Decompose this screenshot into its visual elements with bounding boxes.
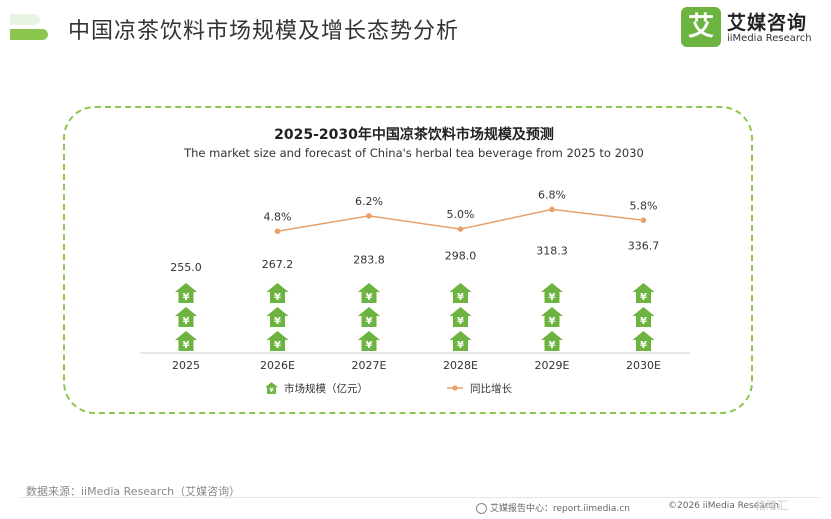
growth-point bbox=[274, 228, 281, 235]
chart-title: 2025-2030年中国凉茶饮料市场规模及预测 bbox=[274, 126, 554, 143]
bar-value-label: 336.7 bbox=[628, 239, 660, 252]
house-yuan-icon bbox=[632, 307, 655, 327]
house-yuan-icon bbox=[175, 331, 197, 351]
bar-2025: 255.0 bbox=[170, 261, 202, 351]
bar-value-label: 255.0 bbox=[170, 261, 202, 274]
growth-point bbox=[549, 206, 555, 213]
house-yuan-icon bbox=[449, 283, 472, 303]
bar-value-label: 298.0 bbox=[445, 250, 477, 263]
house-yuan-icon bbox=[175, 283, 197, 303]
watermark: 格隆汇 bbox=[755, 499, 788, 512]
growth-label: 5.8% bbox=[630, 199, 658, 212]
bar-2028E: 298.0 bbox=[445, 250, 477, 351]
house-yuan-icon bbox=[449, 331, 472, 351]
x-tick-label: 2030E bbox=[626, 359, 661, 372]
report-center-text: 艾媒报告中心：report.iimedia.cn bbox=[490, 504, 630, 514]
bars-layer: 255.0 267.2 283.8 298.0 318.3 336.7 bbox=[170, 239, 659, 351]
growth-point bbox=[640, 217, 647, 224]
growth-label: 6.2% bbox=[355, 195, 383, 208]
chart-subtitle: The market size and forecast of China's … bbox=[183, 146, 644, 160]
report-center-icon bbox=[476, 503, 487, 514]
bar-2026E: 267.2 bbox=[262, 258, 294, 351]
growth-label: 4.8% bbox=[264, 210, 292, 223]
bar-2030E: 336.7 bbox=[628, 239, 660, 351]
house-yuan-icon bbox=[358, 283, 380, 303]
report-center: 艾媒报告中心：report.iimedia.cn bbox=[476, 501, 630, 514]
house-yuan-icon bbox=[541, 331, 563, 351]
x-tick-label: 2027E bbox=[352, 359, 387, 372]
legend-item-growth: 同比增长 bbox=[447, 382, 512, 395]
copyright: ©2026 iiMedia Research bbox=[668, 501, 779, 511]
line-layer: 4.8% 6.2% 5.0% 6.8% 5.8% bbox=[264, 188, 658, 235]
house-yuan-icon bbox=[632, 331, 655, 351]
data-source: 数据来源：iiMedia Research（艾媒咨询） bbox=[26, 485, 241, 498]
growth-point bbox=[457, 226, 464, 232]
growth-label: 5.0% bbox=[447, 208, 475, 221]
legend-item-market-size: 市场规模（亿元） bbox=[265, 382, 368, 395]
house-yuan-icon-partial bbox=[541, 262, 563, 279]
page-title: 中国凉茶饮料市场规模及增长态势分析 bbox=[68, 19, 460, 44]
page-header: 中国凉茶饮料市场规模及增长态势分析 艾 艾媒咨询 iiMedia Researc… bbox=[0, 0, 831, 62]
house-yuan-icon bbox=[632, 283, 655, 303]
brand-logo: 艾 艾媒咨询 iiMedia Research bbox=[681, 7, 826, 47]
legend-label-growth: 同比增长 bbox=[470, 382, 512, 395]
x-axis: 2025 2026E 2027E 2028E 2029E 2030E bbox=[140, 352, 690, 372]
house-yuan-icon bbox=[265, 382, 278, 394]
house-yuan-icon-partial bbox=[632, 259, 655, 279]
brand-mark-icon: 艾 bbox=[681, 7, 721, 47]
house-yuan-icon bbox=[449, 307, 472, 327]
bar-value-label: 318.3 bbox=[536, 244, 568, 257]
accent-bar-green bbox=[10, 29, 48, 40]
house-yuan-icon bbox=[358, 331, 380, 351]
footer-divider bbox=[20, 497, 820, 498]
chart-frame bbox=[63, 106, 753, 414]
legend-label-market-size: 市场规模（亿元） bbox=[284, 382, 368, 395]
house-yuan-icon bbox=[266, 307, 289, 327]
legend: 市场规模（亿元） 同比增长 bbox=[265, 382, 512, 395]
x-tick-label: 2029E bbox=[535, 359, 570, 372]
house-yuan-icon bbox=[175, 307, 197, 327]
brand-name-cn: 艾媒咨询 bbox=[727, 12, 808, 34]
header-accent-bars bbox=[10, 14, 48, 40]
house-yuan-icon bbox=[266, 331, 289, 351]
x-tick-label: 2026E bbox=[260, 359, 295, 372]
growth-label: 6.8% bbox=[538, 188, 566, 201]
brand-name-en: iiMedia Research bbox=[727, 33, 812, 44]
bar-value-label: 267.2 bbox=[262, 258, 294, 271]
legend-dot-swatch bbox=[452, 385, 458, 391]
house-yuan-icon bbox=[266, 283, 289, 303]
bar-value-label: 283.8 bbox=[353, 253, 385, 266]
house-yuan-icon bbox=[541, 283, 563, 303]
house-yuan-icon bbox=[541, 307, 563, 327]
bar-2027E: 283.8 bbox=[353, 253, 385, 351]
bar-2029E: 318.3 bbox=[536, 244, 568, 351]
house-yuan-icon bbox=[358, 307, 380, 327]
growth-point bbox=[366, 213, 372, 219]
x-tick-label: 2025 bbox=[172, 359, 200, 372]
x-tick-label: 2028E bbox=[443, 359, 478, 372]
accent-bar-light bbox=[10, 14, 40, 25]
